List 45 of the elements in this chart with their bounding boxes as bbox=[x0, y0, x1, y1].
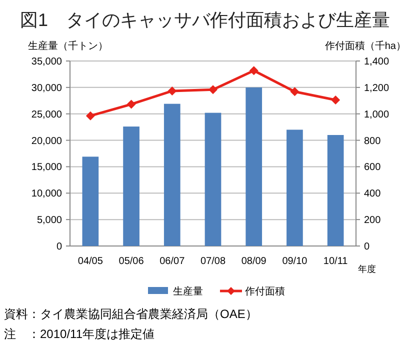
y2-tick-label: 1,200 bbox=[364, 82, 390, 94]
bar bbox=[327, 135, 344, 246]
chart-title: 図1 タイのキャッサバ作付面積および生産量 bbox=[20, 10, 390, 30]
x-tick-label: 10/11 bbox=[323, 256, 348, 267]
text: 注 ：2010/11年度は推定値 bbox=[4, 327, 154, 341]
y-tick-label: 20,000 bbox=[31, 136, 62, 147]
bar bbox=[286, 130, 303, 246]
bar bbox=[246, 87, 262, 246]
point bbox=[86, 111, 95, 120]
y2-axis-title: 作付面積（千ha） bbox=[324, 40, 406, 52]
y2-tick-label: 1,400 bbox=[364, 56, 390, 68]
point bbox=[290, 87, 300, 96]
x-tick-label: 09/10 bbox=[282, 256, 308, 267]
point bbox=[208, 85, 218, 94]
y-tick-label: 35,000 bbox=[31, 56, 62, 68]
legend-label: 作付面積 bbox=[244, 286, 285, 298]
y-tick-label: 0 bbox=[56, 242, 62, 252]
bar bbox=[164, 104, 180, 246]
y2-tick-label: 600 bbox=[364, 162, 382, 174]
bar bbox=[204, 112, 222, 246]
y2-tick-label: 400 bbox=[364, 188, 382, 200]
bar bbox=[123, 126, 140, 246]
x-tick-label: 04/05 bbox=[78, 256, 104, 267]
y-tick-label: 30,000 bbox=[31, 82, 62, 94]
x-axis-title: 年度 bbox=[358, 264, 376, 274]
x-tick-label: 07/08 bbox=[200, 256, 226, 267]
y-tick-label: 15,000 bbox=[31, 162, 62, 174]
point bbox=[249, 66, 258, 76]
x-tick-label: 05/06 bbox=[118, 256, 144, 267]
bar bbox=[82, 156, 99, 246]
point bbox=[331, 95, 340, 104]
y-axis-title: 生産量（千トン） bbox=[28, 40, 108, 52]
y-tick-label: 5,000 bbox=[36, 215, 62, 226]
point bbox=[126, 100, 136, 109]
x-tick-label: 08/09 bbox=[241, 256, 267, 267]
y2-tick-label: 800 bbox=[364, 136, 382, 147]
point bbox=[168, 86, 177, 96]
y-tick-label: 10,000 bbox=[31, 188, 62, 200]
x-tick-label: 06/07 bbox=[160, 256, 186, 267]
text: 資料：タイ農業協同組合省農業経済局（OAE） bbox=[4, 307, 258, 321]
y2-tick-label: 1,000 bbox=[364, 109, 390, 120]
y2-tick-label: 200 bbox=[364, 215, 382, 226]
y2-tick-label: 0 bbox=[364, 242, 370, 252]
legend-label: 生産量 bbox=[173, 286, 203, 298]
y-tick-label: 25,000 bbox=[31, 109, 62, 120]
